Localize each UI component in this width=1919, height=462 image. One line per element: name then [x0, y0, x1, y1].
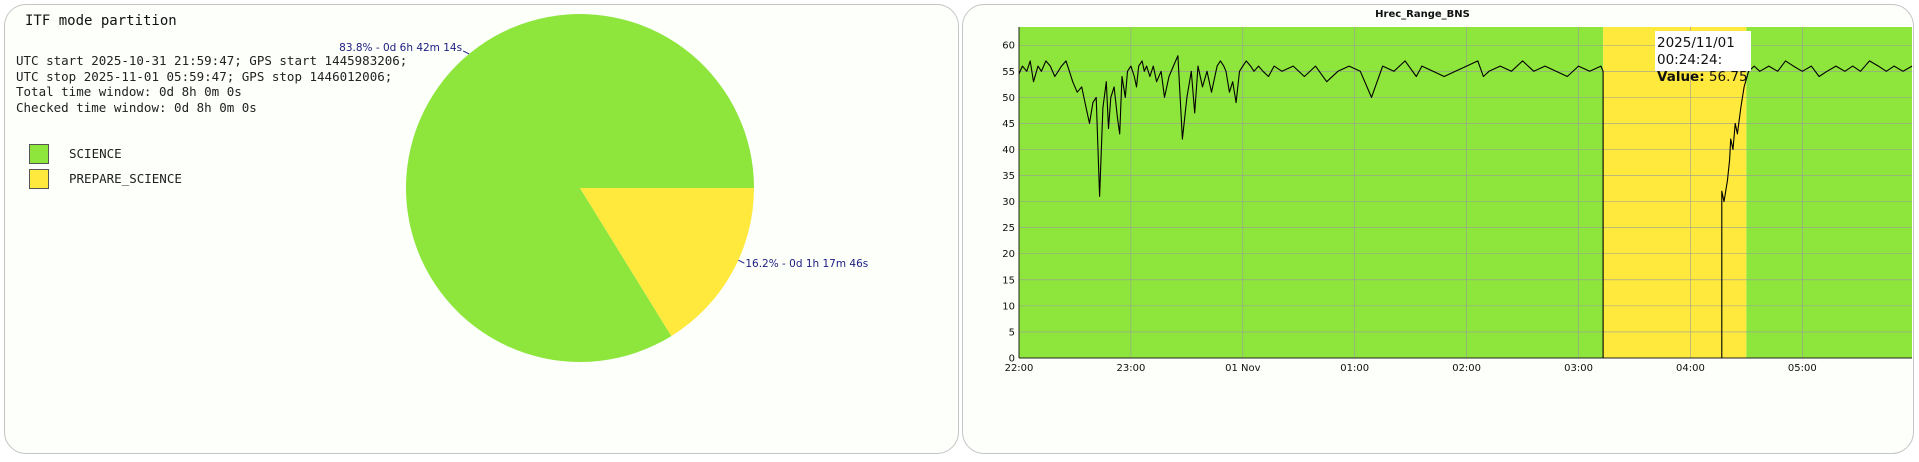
pie-label-science: 83.8% - 0d 6h 42m 14s: [339, 42, 462, 54]
y-tick-label: 25: [1002, 223, 1015, 234]
tooltip-value-label: Value:: [1657, 69, 1705, 85]
x-tick-label: 01:00: [1340, 363, 1369, 374]
y-tick-label: 35: [1002, 171, 1015, 182]
x-tick-label: 02:00: [1452, 363, 1481, 374]
utc-stop-line: UTC stop 2025-11-01 05:59:47; GPS stop 1…: [16, 68, 393, 84]
y-tick-label: 10: [1002, 301, 1015, 312]
y-tick-label: 55: [1002, 67, 1015, 78]
y-tick-label: 60: [1002, 41, 1015, 52]
pie-leader-science: [462, 50, 470, 55]
tooltip-value-row: Value: 56.75: [1657, 69, 1751, 86]
x-tick-label: 03:00: [1564, 363, 1593, 374]
y-tick-label: 50: [1002, 93, 1015, 104]
y-tick-label: 20: [1002, 249, 1015, 260]
pie-label-prepare-science: 16.2% - 0d 1h 17m 46s: [745, 258, 868, 270]
x-tick-label: 05:00: [1788, 363, 1817, 374]
range-series-segment-1: [1018, 55, 1604, 358]
legend-swatch-prepare-science: [29, 168, 49, 189]
pie-slice-prepare-science[interactable]: [580, 188, 754, 337]
time-window-info: UTC start 2025-10-31 21:59:47; GPS start…: [16, 53, 407, 115]
x-tick-label: 04:00: [1676, 363, 1705, 374]
tooltip-time: 2025/11/01 00:24:24:: [1657, 35, 1735, 68]
range-series-segment-2: [1721, 60, 1913, 358]
total-time-line: Total time window: 0d 8h 0m 0s: [16, 84, 242, 99]
legend-label-science: SCIENCE: [69, 146, 122, 161]
mode-partition-panel: ITF mode partition UTC start 2025-10-31 …: [4, 4, 959, 454]
legend-item-prepare-science: PREPARE_SCIENCE: [29, 166, 182, 191]
utc-start-line: UTC start 2025-10-31 21:59:47; GPS start…: [16, 53, 408, 68]
x-tick-label: 22:00: [1005, 363, 1034, 374]
checked-time-line: Checked time window: 0d 8h 0m 0s: [16, 99, 257, 115]
range-line-chart[interactable]: Hrec_Range_BNS 0 5 10 15 20 25 30 35 40 45 50 55 60 22…: [963, 5, 1914, 454]
y-tick-label: 5: [1009, 327, 1015, 338]
y-tick-label: 40: [1002, 145, 1015, 156]
mode-band-science-2: [1746, 27, 1912, 358]
legend-label-prepare-science: PREPARE_SCIENCE: [69, 171, 182, 186]
legend-swatch-science: [29, 143, 49, 164]
y-tick-label: 15: [1002, 275, 1015, 286]
x-tick-label: 01 Nov: [1225, 363, 1261, 374]
value-tooltip: 2025/11/01 00:24:24: Value: 56.75: [1655, 31, 1751, 85]
y-tick-label: 0: [1009, 354, 1015, 365]
mode-pie-chart: 83.8% - 0d 6h 42m 14s 16.2% - 0d 1h 17m 4…: [339, 13, 868, 362]
partition-legend: SCIENCE PREPARE_SCIENCE: [29, 141, 182, 191]
y-tick-label: 45: [1002, 119, 1015, 130]
partition-title: ITF mode partition: [25, 13, 177, 29]
chart-title: Hrec_Range_BNS: [1375, 9, 1470, 20]
y-tick-label: 30: [1002, 197, 1015, 208]
legend-item-science: SCIENCE: [29, 141, 182, 166]
range-chart-panel: Hrec_Range_BNS 0 5 10 15 20 25 30 35 40 45 50 55 60 22…: [962, 4, 1914, 454]
x-tick-label: 23:00: [1116, 363, 1145, 374]
pie-slice-science[interactable]: [406, 13, 754, 362]
mode-band-science-0: [1019, 27, 1604, 358]
pie-leader-prepare-science: [738, 259, 745, 264]
tooltip-value: 56.75: [1708, 69, 1748, 85]
